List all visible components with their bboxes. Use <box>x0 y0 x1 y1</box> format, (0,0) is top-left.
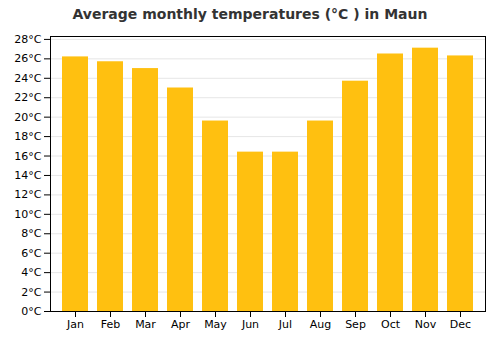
svg-text:Nov: Nov <box>415 318 437 331</box>
svg-text:6°C: 6°C <box>21 247 41 260</box>
svg-text:4°C: 4°C <box>21 266 41 279</box>
svg-text:14°C: 14°C <box>14 169 41 182</box>
svg-text:Apr: Apr <box>171 318 191 331</box>
svg-text:8°C: 8°C <box>21 227 41 240</box>
svg-text:26°C: 26°C <box>14 52 41 65</box>
svg-text:May: May <box>204 318 227 331</box>
svg-text:2°C: 2°C <box>21 286 41 299</box>
svg-text:Oct: Oct <box>381 318 401 331</box>
svg-text:10°C: 10°C <box>14 208 41 221</box>
svg-text:Jul: Jul <box>278 318 292 331</box>
svg-text:Mar: Mar <box>135 318 156 331</box>
svg-text:Jun: Jun <box>241 318 259 331</box>
svg-text:Feb: Feb <box>101 318 120 331</box>
svg-text:20°C: 20°C <box>14 111 41 124</box>
svg-text:24°C: 24°C <box>14 72 41 85</box>
svg-text:18°C: 18°C <box>14 130 41 143</box>
svg-text:Sep: Sep <box>345 318 366 331</box>
svg-text:Jan: Jan <box>66 318 84 331</box>
svg-text:16°C: 16°C <box>14 150 41 163</box>
svg-text:0°C: 0°C <box>21 305 41 318</box>
svg-text:Dec: Dec <box>450 318 471 331</box>
svg-text:22°C: 22°C <box>14 91 41 104</box>
svg-text:Aug: Aug <box>310 318 331 331</box>
svg-text:28°C: 28°C <box>14 33 41 46</box>
html-text:Average monthly temperatures (: Average monthly temperatures (°C ) in Ma… <box>72 6 428 22</box>
svg-text:12°C: 12°C <box>14 188 41 201</box>
